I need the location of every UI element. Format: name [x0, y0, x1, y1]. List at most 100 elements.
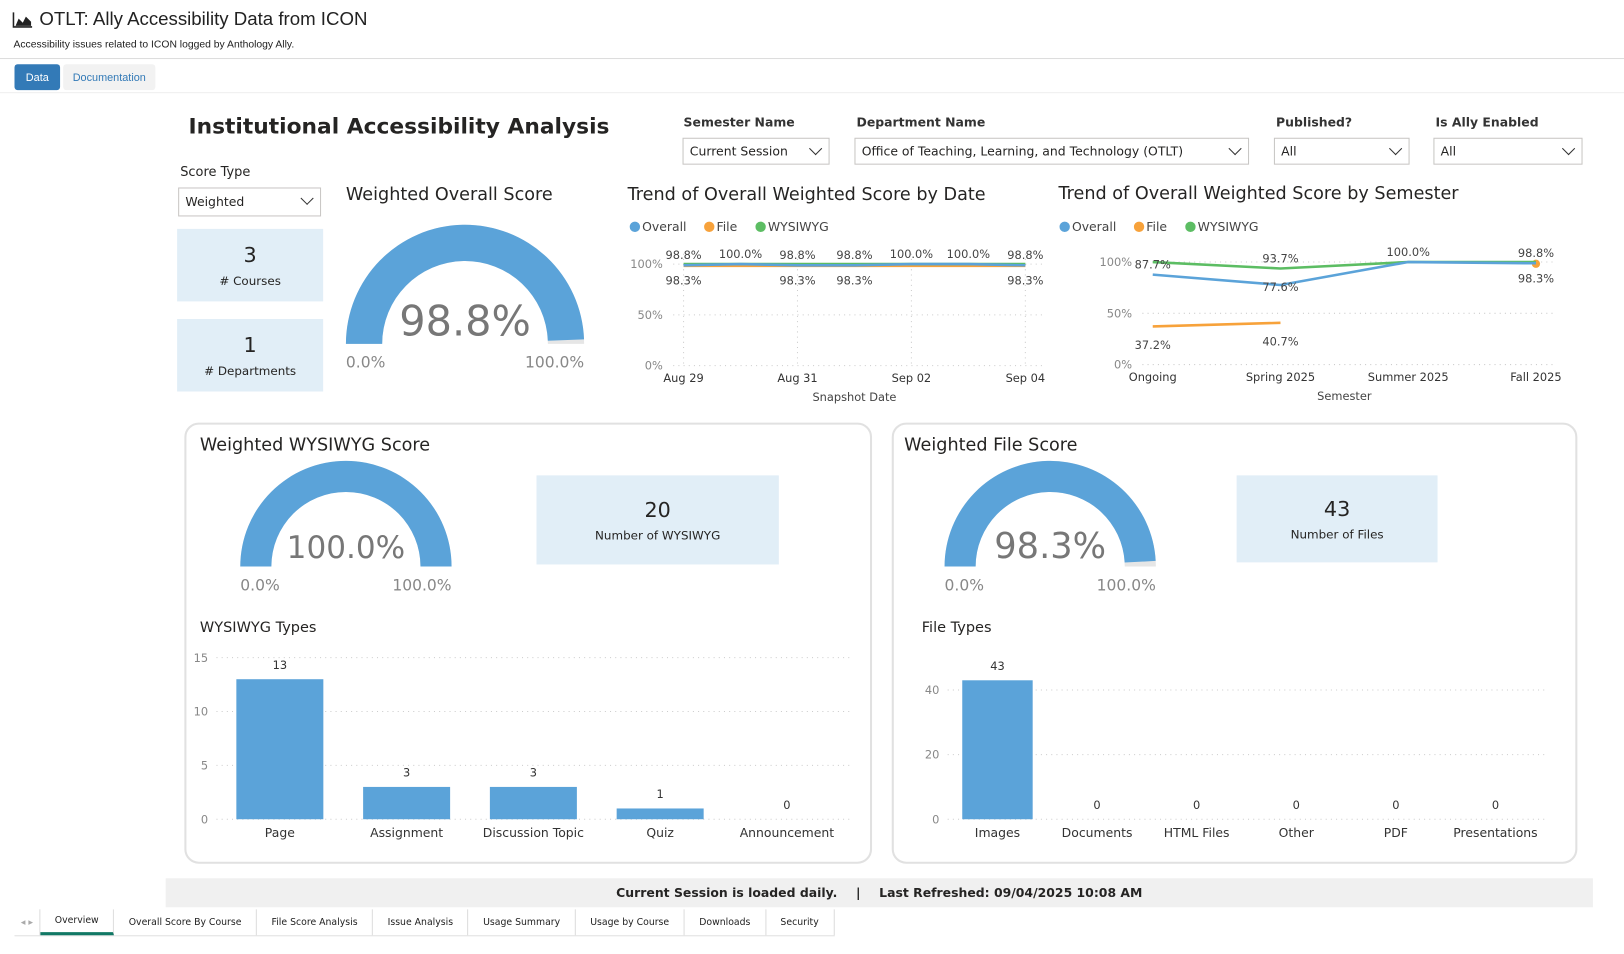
wysiwyg-panel [184, 422, 873, 864]
x-tick-label: Ongoing [1129, 370, 1177, 384]
data-label: 93.7% [1262, 251, 1298, 265]
separator: | [855, 885, 861, 901]
tab-data[interactable]: Data [14, 64, 61, 91]
courses-count: 3 [243, 242, 257, 268]
gauge-fill [944, 460, 1156, 567]
courses-card: 3 # Courses [177, 228, 324, 302]
legend-label: Overall [642, 219, 686, 234]
bar-value-label: 0 [783, 798, 790, 812]
published-filter-label: Published? [1275, 114, 1353, 130]
page-tab-overall-score-by-course[interactable]: Overall Score By Course [114, 909, 258, 936]
chevron-down-icon [809, 142, 823, 156]
data-label: 98.3% [836, 273, 872, 287]
score-type-value: Weighted [185, 194, 245, 210]
published-value: All [1281, 143, 1297, 159]
y-tick-label: 0% [1114, 358, 1132, 372]
bar [236, 679, 324, 820]
gauge-max: 100.0% [525, 354, 584, 372]
legend-marker [1185, 221, 1196, 232]
wysiwyg-types-title: WYSIWYG Types [199, 619, 317, 636]
title-text: OTLT: Ally Accessibility Data from ICON [39, 8, 368, 29]
legend-label: File [1146, 219, 1167, 234]
semester-filter-label: Semester Name [683, 114, 795, 130]
tab-documentation[interactable]: Documentation [63, 64, 156, 91]
y-tick-label: 40 [925, 683, 939, 697]
published-dropdown[interactable]: All [1273, 137, 1410, 165]
gauge-value: 100.0% [287, 530, 405, 566]
ally-enabled-dropdown[interactable]: All [1433, 137, 1583, 165]
page-tab-issue-analysis[interactable]: Issue Analysis [373, 909, 469, 936]
x-tick-label: Documents [1062, 825, 1133, 840]
divider [0, 92, 1624, 94]
x-tick-label: Images [975, 825, 1020, 840]
semester-dropdown[interactable]: Current Session [682, 137, 830, 165]
y-tick-label: 100% [1099, 255, 1132, 269]
file-types-chart: 0 20 40 43 Images 0 Documents 0 HTML Files 0 Other… [925, 659, 1546, 840]
data-label: 37.2% [1135, 338, 1171, 352]
divider [0, 57, 1624, 60]
data-label: 100.0% [947, 247, 991, 261]
departments-count: 1 [243, 332, 257, 358]
file-count: 43 [1323, 496, 1351, 521]
legend-marker [1133, 221, 1145, 232]
page-tab-usage-summary[interactable]: Usage Summary [469, 909, 576, 936]
tab-scroll-arrows[interactable]: ◂ ▸ [14, 909, 41, 936]
chevron-down-icon [300, 191, 314, 205]
data-label: 98.3% [665, 273, 701, 287]
file-count-card: 43 Number of Files [1236, 475, 1438, 563]
x-tick-label: Discussion Topic [483, 825, 584, 840]
ally-enabled-filter-label: Is Ally Enabled [1435, 114, 1539, 130]
data-label: 100.0% [719, 247, 763, 261]
wysiwyg-gauge-title: Weighted WYSIWYG Score [199, 434, 431, 456]
data-label: 98.8% [1518, 246, 1554, 260]
app-subtitle: Accessibility issues related to ICON log… [13, 39, 295, 51]
page-tab-overview[interactable]: Overview [40, 909, 115, 936]
legend-label: WYSIWYG [1198, 219, 1259, 234]
x-tick-label: Page [265, 825, 295, 840]
data-label: 98.8% [665, 248, 701, 262]
page-tab-usage-by-course[interactable]: Usage by Course [576, 909, 685, 936]
bar-value-label: 0 [1193, 798, 1200, 812]
gauge-max: 100.0% [1097, 576, 1156, 594]
y-tick-label: 100% [630, 257, 663, 271]
wysiwyg-count-card: 20 Number of WYSIWYG [536, 475, 779, 565]
gauge-max: 100.0% [392, 576, 451, 594]
bar [962, 680, 1033, 820]
department-dropdown[interactable]: Office of Teaching, Learning, and Techno… [854, 137, 1250, 165]
bar-value-label: 0 [1492, 798, 1499, 812]
x-axis-title: Snapshot Date [812, 390, 896, 404]
x-tick-label: Presentations [1453, 825, 1537, 840]
gauge-min: 0.0% [945, 576, 984, 594]
gauge-fill [240, 460, 452, 567]
series-line-overall [1152, 260, 1536, 287]
data-label: 100.0% [1387, 245, 1431, 259]
x-axis-title: Semester [1317, 389, 1372, 403]
score-type-dropdown[interactable]: Weighted [178, 187, 322, 217]
y-tick-label: 15 [194, 651, 208, 665]
legend-marker [1059, 221, 1070, 232]
page-tab-security[interactable]: Security [766, 909, 835, 936]
file-score-gauge: 98.3% 0.0% 100.0% [944, 460, 1156, 594]
last-refreshed: Last Refreshed: 09/04/2025 10:08 AM [879, 885, 1143, 901]
bar-value-label: 0 [1392, 798, 1399, 812]
data-label: 77.6% [1262, 280, 1298, 294]
chevron-down-icon [1561, 142, 1576, 156]
bar-value-label: 43 [990, 659, 1004, 673]
departments-card: 1 # Departments [177, 318, 324, 392]
x-tick-label: Spring 2025 [1246, 370, 1315, 384]
bar-value-label: 0 [1293, 798, 1300, 812]
data-label: 98.8% [779, 248, 815, 262]
x-tick-label: Sep 04 [1006, 371, 1046, 385]
x-tick-label: Fall 2025 [1510, 370, 1561, 384]
legend-marker [755, 221, 766, 232]
score-type-label: Score Type [180, 163, 251, 180]
overall-score-gauge: 98.8% 0.0% 100.0% [345, 224, 585, 372]
page-tab-file-score-analysis[interactable]: File Score Analysis [257, 909, 374, 936]
load-note: Current Session is loaded daily. [616, 885, 838, 901]
page-tab-downloads[interactable]: Downloads [685, 909, 766, 936]
x-tick-label: PDF [1384, 825, 1408, 840]
x-tick-label: Other [1279, 825, 1315, 840]
bar-value-label: 0 [1093, 798, 1100, 812]
chevron-down-icon [1228, 142, 1242, 156]
bar [489, 786, 577, 820]
